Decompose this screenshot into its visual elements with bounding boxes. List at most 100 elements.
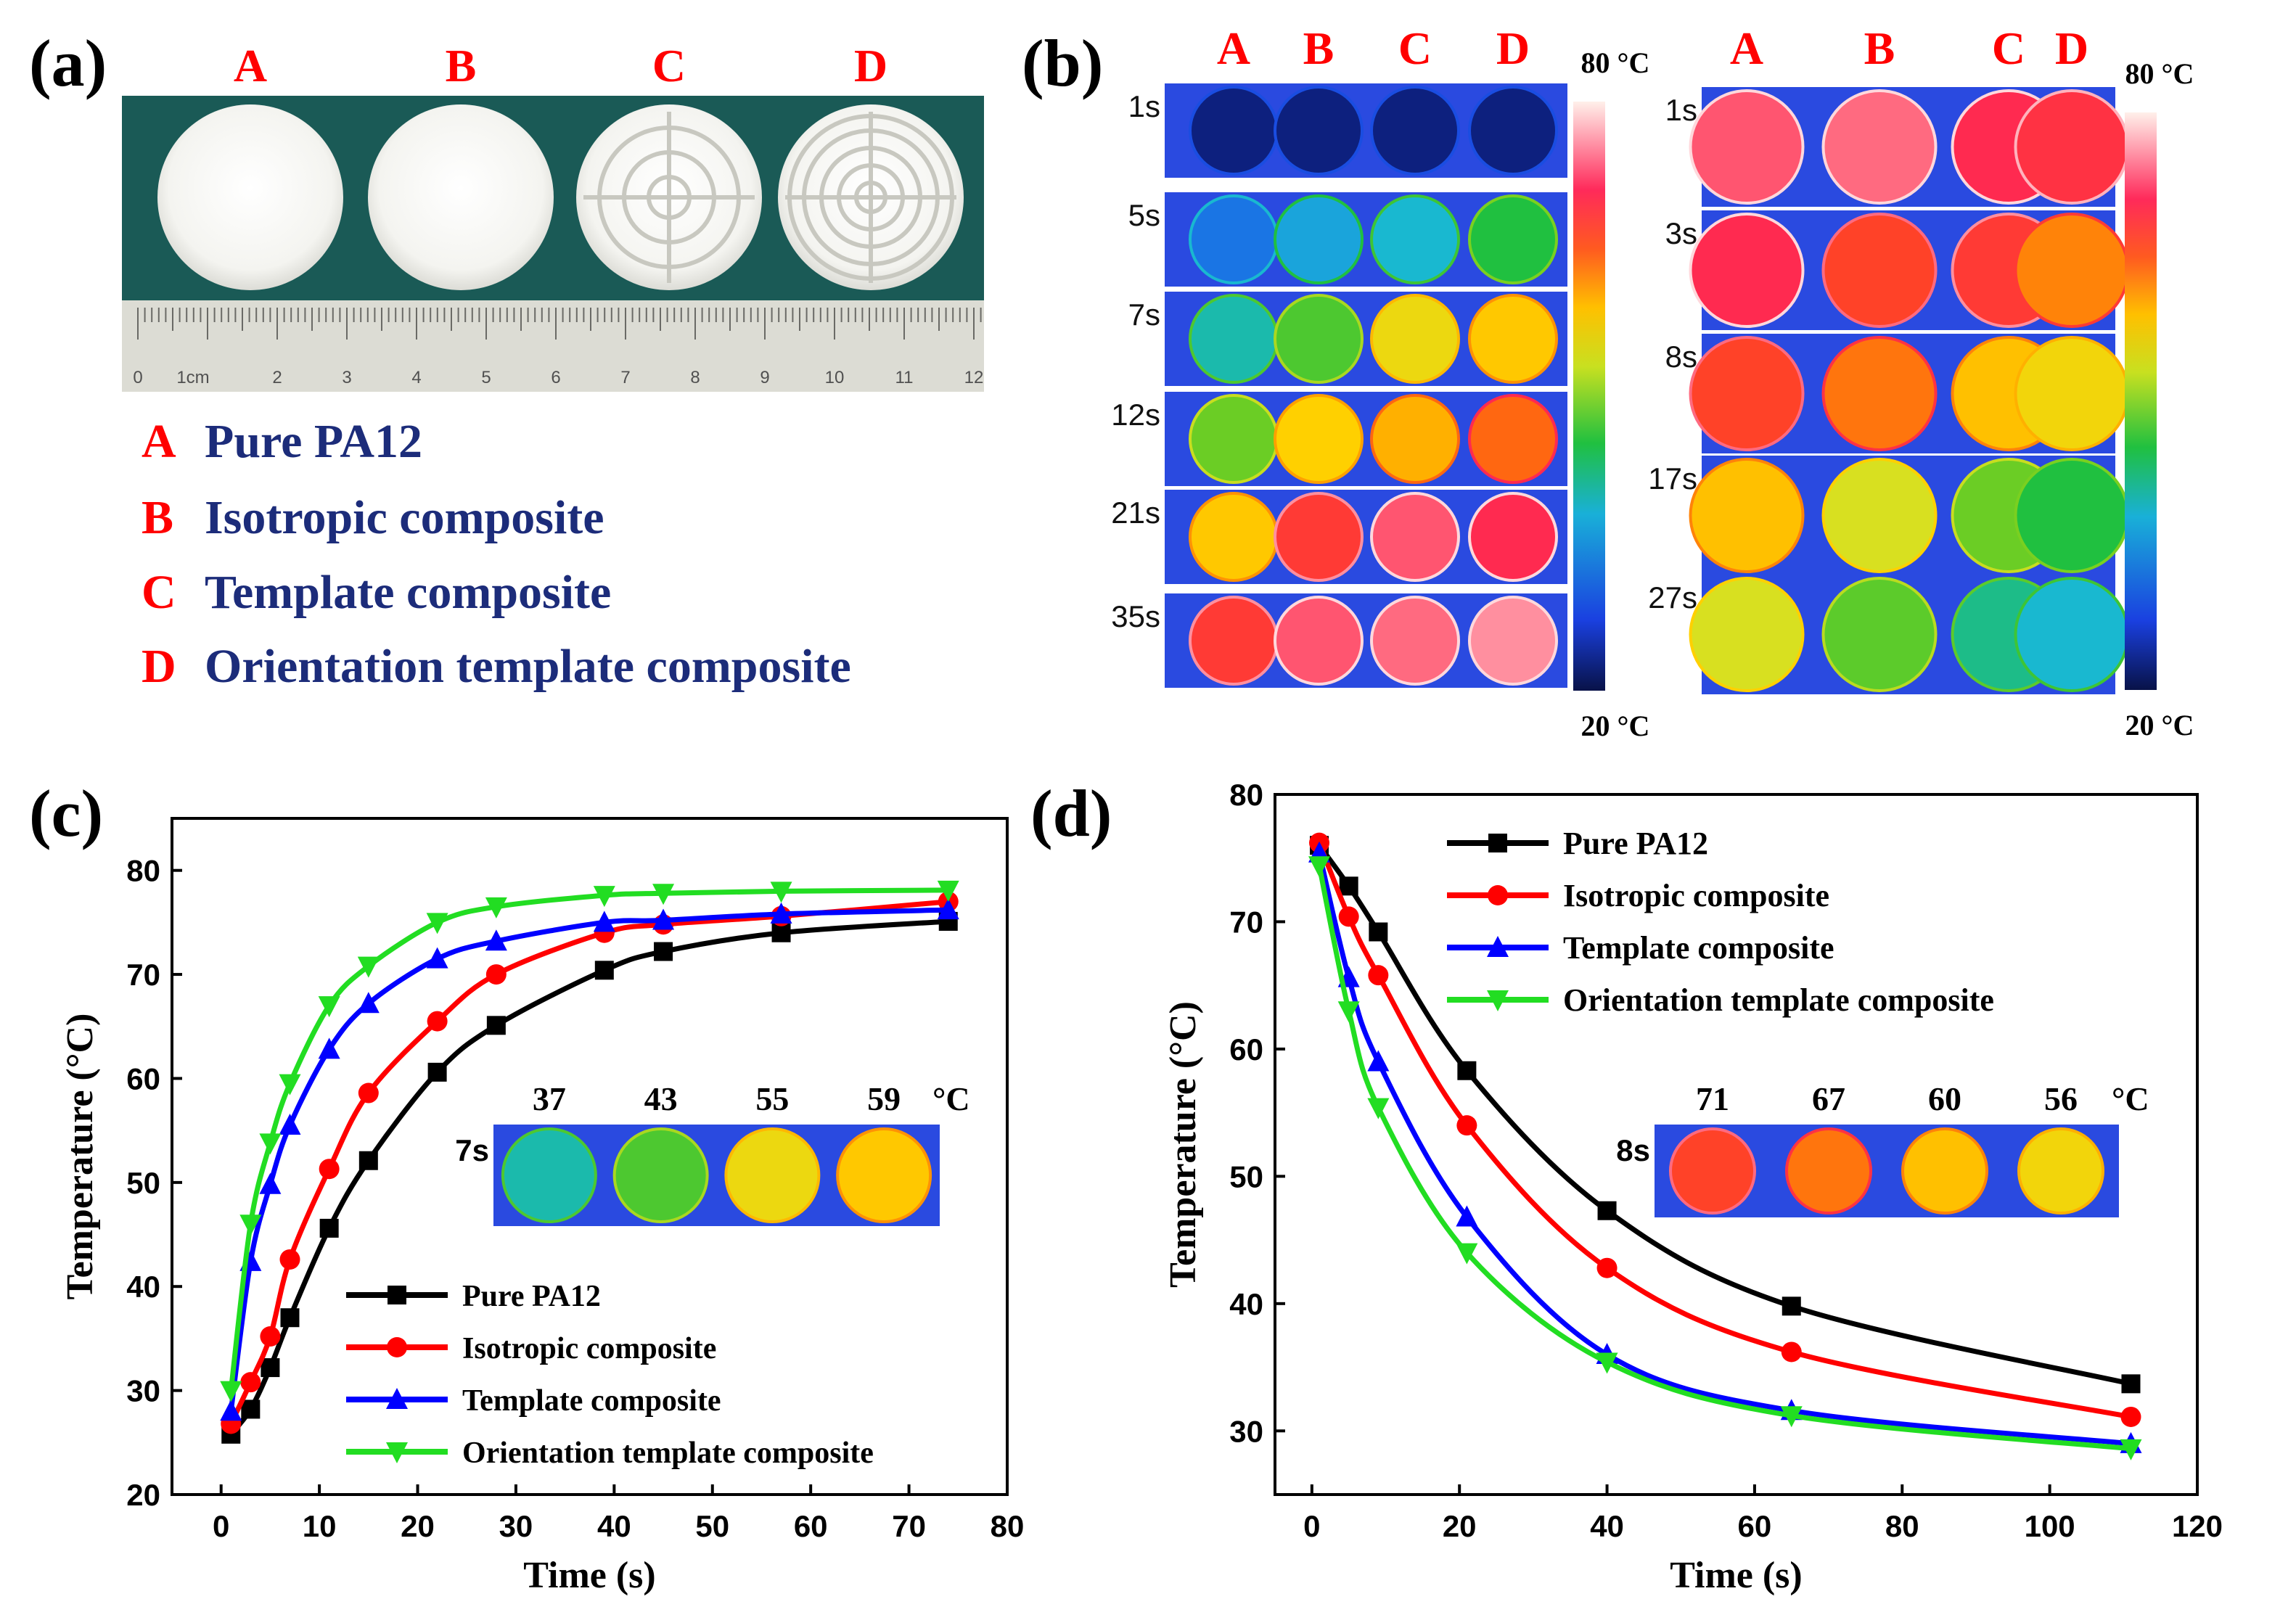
inset-temperature-value: 56 — [2044, 1080, 2078, 1117]
thermal-time-label: 21s — [1111, 496, 1160, 530]
data-point-triangle-down — [1308, 856, 1331, 878]
data-point-circle — [2120, 1406, 2141, 1427]
column-letter-D: D — [854, 40, 887, 91]
legend-letter-A: A — [142, 415, 176, 468]
inset-disc — [836, 1127, 932, 1223]
data-point-triangle-down — [1456, 1243, 1478, 1265]
ruler-number: 10 — [825, 368, 845, 387]
temperature-color-scales: 80 °C 20 °C 80 °C 20 °C — [1573, 46, 2194, 742]
inset-unit: °C — [2112, 1080, 2149, 1117]
data-point-triangle-down — [593, 886, 615, 908]
data-point-triangle-up — [220, 1400, 242, 1421]
data-point-triangle-down — [1487, 990, 1509, 1011]
data-point-square — [1488, 834, 1507, 852]
data-point-square — [594, 961, 614, 980]
thermal-disc — [1821, 458, 1938, 573]
inset-disc — [724, 1127, 821, 1223]
y-tick-label: 30 — [126, 1374, 160, 1408]
thermal-disc — [1468, 394, 1558, 484]
ruler-number: 8 — [690, 368, 700, 387]
panel-c-label: (c) — [29, 776, 103, 850]
column-letter-B: B — [446, 40, 477, 91]
data-point-triangle-up — [485, 929, 507, 951]
data-point-triangle-up — [279, 1113, 301, 1135]
thermal-disc — [1189, 294, 1279, 384]
data-point-triangle-down — [259, 1133, 282, 1155]
y-tick-label: 70 — [1229, 905, 1263, 939]
thermal-disc — [1689, 213, 1805, 328]
column-letter-A: A — [234, 40, 267, 91]
thermal-disc — [1689, 577, 1805, 692]
sample-disc — [368, 104, 554, 290]
thermal-column-letter-C: C — [1398, 22, 1432, 74]
data-point-circle — [485, 964, 507, 985]
x-tick-label: 60 — [794, 1509, 828, 1543]
data-point-square — [1457, 1061, 1477, 1080]
inset-temperature-value: 71 — [1696, 1080, 1729, 1117]
data-point-square — [2121, 1374, 2141, 1394]
thermal-column-letter-A: A — [1730, 22, 1763, 74]
inset-temperature-value: 37 — [533, 1080, 566, 1117]
heating-chart: 0 10 20 30 40 50 60 70 80 20 30 40 50 60 70 80 Time (s) T… — [60, 817, 1024, 1596]
x-axis-label: Time (s) — [1670, 1555, 1802, 1596]
thermal-time-label: 3s — [1665, 216, 1697, 250]
series-line-0 — [1317, 844, 2132, 1386]
data-point-triangle-up — [386, 1388, 408, 1409]
ruler-number: 11 — [895, 368, 914, 387]
legend-letter-D: D — [142, 640, 176, 693]
thermal-disc — [1468, 294, 1558, 384]
data-point-triangle-up — [593, 911, 615, 932]
inset-temperature-value: 60 — [1928, 1080, 1961, 1117]
data-point-square — [1339, 876, 1358, 896]
x-tick-label: 100 — [2025, 1509, 2075, 1543]
data-point-triangle-up — [1456, 1205, 1478, 1227]
panel-a-label: (a) — [29, 26, 107, 100]
x-tick-label: 0 — [1303, 1509, 1320, 1543]
inset-temperature-value: 59 — [867, 1080, 901, 1117]
data-point-triangle-down — [220, 1381, 242, 1402]
thermal-disc — [1468, 596, 1558, 686]
data-point-circle — [279, 1249, 300, 1270]
thermal-disc — [1189, 492, 1279, 582]
x-tick-label: 40 — [1590, 1509, 1624, 1543]
color-scale-min-label: 20 °C — [2125, 709, 2194, 741]
inset-disc — [1785, 1127, 1872, 1215]
ruler — [122, 300, 984, 392]
panel-c: (c) 0 10 20 30 40 50 60 70 80 20 30 40 50 60 70 80 Time … — [29, 776, 1024, 1596]
ruler-number: 5 — [481, 368, 491, 387]
y-tick-label: 30 — [1229, 1414, 1263, 1448]
data-point-circle — [240, 1372, 261, 1393]
legend-label: Isotropic composite — [462, 1332, 716, 1365]
thermal-disc — [1274, 194, 1364, 284]
legend-label: Pure PA12 — [1563, 826, 1708, 861]
x-tick-label: 120 — [2172, 1509, 2223, 1543]
data-point-square — [1782, 1296, 1801, 1316]
inset-unit: °C — [932, 1080, 970, 1117]
data-point-circle — [427, 1011, 448, 1032]
x-tick-label: 60 — [1738, 1509, 1772, 1543]
thermal-disc — [1468, 492, 1558, 582]
thermal-disc — [1189, 596, 1279, 686]
ruler-number: 12 — [964, 368, 984, 387]
data-point-triangle-down — [386, 1442, 408, 1463]
thermal-column-letter-C: C — [1992, 22, 2025, 74]
data-point-square — [319, 1218, 339, 1238]
data-point-triangle-down — [2120, 1439, 2142, 1460]
ruler-number: 2 — [272, 368, 282, 387]
x-tick-label: 40 — [597, 1509, 631, 1543]
data-point-triangle-down — [357, 956, 380, 978]
thermal-disc — [1370, 194, 1460, 284]
y-tick-label: 50 — [126, 1166, 160, 1200]
data-point-triangle-down — [937, 880, 959, 902]
sample-discs — [157, 104, 964, 290]
ruler-number: 6 — [551, 368, 560, 387]
y-tick-label: 60 — [126, 1061, 160, 1096]
data-point-triangle-up — [259, 1172, 282, 1194]
data-point-circle — [1596, 1257, 1618, 1278]
data-point-triangle-down — [1780, 1406, 1803, 1428]
y-tick-label: 80 — [126, 854, 160, 888]
data-point-triangle-down — [1337, 1001, 1360, 1023]
legend-label: Orientation template composite — [462, 1437, 874, 1470]
sample-disc — [157, 104, 343, 290]
